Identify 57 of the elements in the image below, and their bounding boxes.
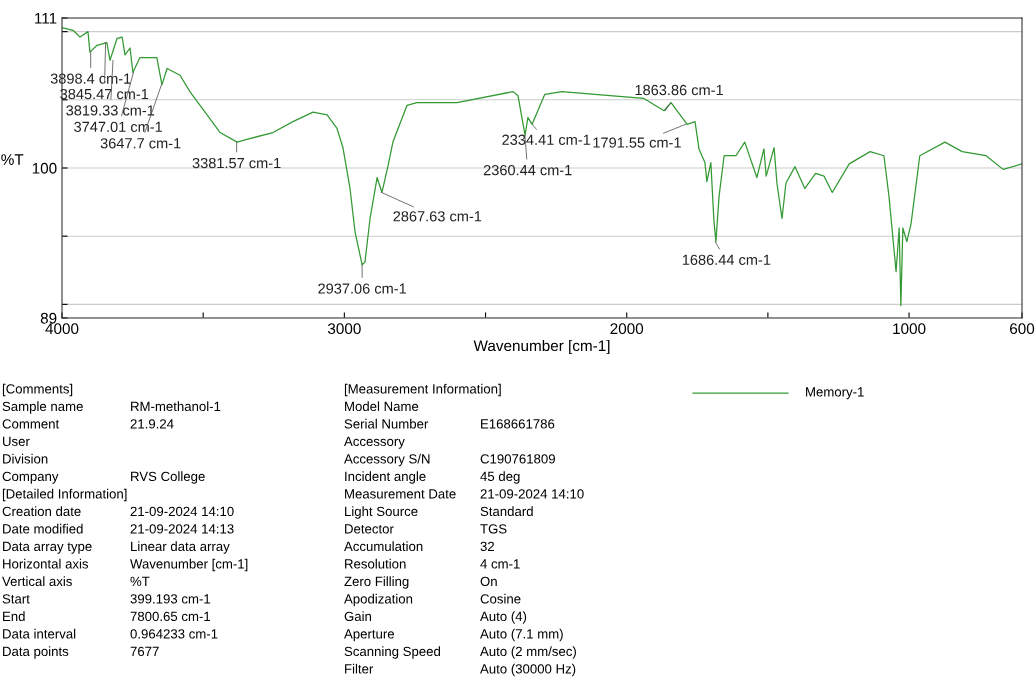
text: Aperture Auto (7.1 mm) bbox=[344, 628, 563, 642]
text: Horizontal axis Wavenumber [cm-1] bbox=[3, 558, 248, 572]
text: Accessory bbox=[344, 436, 405, 449]
annotation: 3819.33 cm-1 bbox=[66, 105, 155, 116]
text: User bbox=[3, 436, 30, 447]
text: Accumulation 32 bbox=[344, 541, 495, 552]
x-tick-label: 3000 bbox=[327, 323, 361, 335]
x-tick-label: 4000 bbox=[45, 323, 79, 335]
annotation: 1686.44 cm-1 bbox=[682, 254, 771, 265]
text: Accessory S/N C190761809 bbox=[344, 453, 555, 467]
y-axis-title: %T bbox=[1, 154, 24, 165]
x-axis-title: Wavenumber [cm-1] bbox=[473, 339, 610, 355]
text: Memory-1 bbox=[806, 387, 864, 400]
text: Filter Auto (30000 Hz) bbox=[345, 663, 576, 677]
annotation: 3381.57 cm-1 bbox=[192, 157, 281, 169]
text: [Measurement Information] bbox=[344, 383, 501, 397]
text: Zero Filling On bbox=[344, 576, 497, 589]
text: Scanning Speed Auto (2 mm/sec) bbox=[344, 646, 576, 659]
text: Measurement Date 21-09-2024 14:10 bbox=[345, 489, 584, 499]
annotation: 2867.63 cm-1 bbox=[393, 211, 482, 222]
text: Serial Number E168661786 bbox=[344, 418, 555, 429]
text: Comment 21.9.24 bbox=[2, 419, 174, 429]
annotation: 2360.44 cm-1 bbox=[483, 164, 572, 176]
text: Resolution 4 cm-1 bbox=[345, 558, 520, 569]
text: [Comments] bbox=[2, 383, 73, 397]
text: Sample name RM-methanol-1 bbox=[2, 401, 221, 414]
text: Gain Auto (4) bbox=[344, 611, 527, 624]
annotation: 3647.7 cm-1 bbox=[100, 138, 181, 149]
annotation: 1791.55 cm-1 bbox=[593, 137, 681, 148]
text: [Detailed Information] bbox=[2, 488, 127, 502]
text: End 7800.65 cm-1 bbox=[3, 611, 211, 622]
annotation: 3747.01 cm-1 bbox=[74, 121, 163, 133]
text: Incident angle 45 deg bbox=[345, 471, 520, 484]
x-tick-label: 600 bbox=[1010, 323, 1035, 335]
text: Light Source Standard bbox=[345, 506, 533, 519]
x-tick-label: 1000 bbox=[893, 323, 926, 335]
x-tick-label: 2000 bbox=[610, 323, 644, 335]
annotation: 3898.4 cm-1 bbox=[50, 73, 131, 84]
text: Date modified 21-09-2024 14:13 bbox=[3, 523, 234, 534]
text: Data array type Linear data array bbox=[3, 541, 230, 554]
y-tick-label: 89 bbox=[40, 312, 57, 324]
text: Division bbox=[3, 453, 48, 464]
text: Detector TGS bbox=[345, 524, 507, 534]
y-tick-label: 111 bbox=[35, 13, 57, 24]
annotation: 3845.47 cm-1 bbox=[60, 88, 149, 100]
annotation: 2937.06 cm-1 bbox=[318, 283, 406, 294]
text: Creation date 21-09-2024 14:10 bbox=[2, 506, 234, 517]
text: Data interval 0.964233 cm-1 bbox=[3, 628, 218, 639]
y-tick-label: 100 bbox=[32, 162, 57, 174]
text: Data points 7677 bbox=[3, 646, 159, 659]
text: Start 399.193 cm-1 bbox=[2, 594, 211, 604]
text: Model Name bbox=[345, 401, 419, 412]
annotation: 2334.41 cm-1 bbox=[502, 134, 591, 145]
annotation: 1863.86 cm-1 bbox=[635, 84, 723, 96]
text: Vertical axis %T bbox=[2, 576, 150, 587]
text: Apodization Cosine bbox=[344, 593, 521, 607]
text: Company RVS College bbox=[2, 471, 205, 484]
